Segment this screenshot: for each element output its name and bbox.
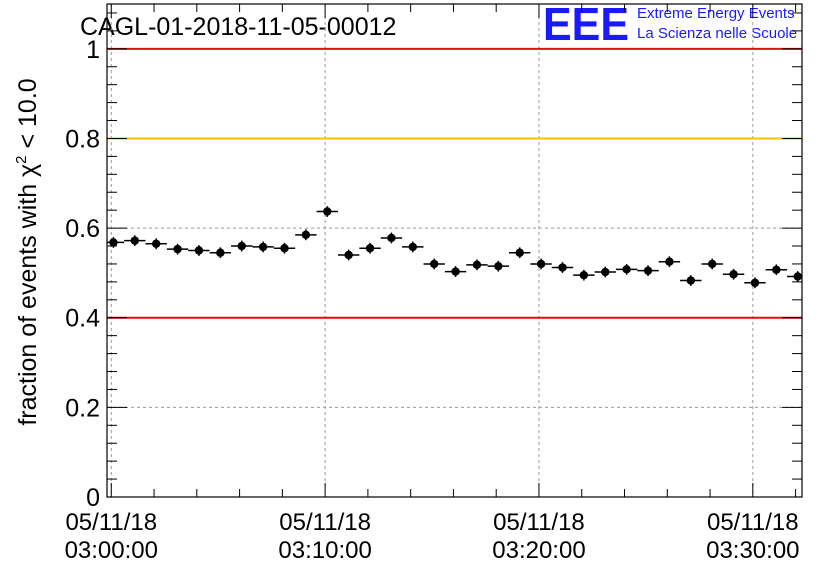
data-point bbox=[509, 247, 531, 259]
data-point bbox=[787, 271, 802, 282]
data-marker bbox=[451, 267, 460, 276]
data-point bbox=[615, 263, 638, 275]
data-marker bbox=[750, 278, 760, 287]
data-marker bbox=[515, 248, 524, 257]
axes: 00.20.40.60.8105/11/1803:00:0005/11/1803… bbox=[65, 3, 803, 564]
data-point bbox=[337, 249, 360, 261]
eee-logo-line2: La Scienza nelle Scuole bbox=[637, 25, 797, 42]
data-marker bbox=[729, 270, 738, 279]
y-axis-label-post: < 10.0 bbox=[14, 78, 42, 155]
data-point bbox=[380, 232, 403, 244]
data-marker bbox=[494, 261, 503, 271]
data-point bbox=[124, 235, 146, 247]
y-axis-label-pre: fraction of events with bbox=[14, 177, 42, 426]
data-point bbox=[295, 229, 317, 241]
data-point bbox=[487, 260, 510, 272]
data-marker bbox=[601, 267, 610, 277]
data-point bbox=[231, 240, 253, 252]
grid-lines bbox=[107, 4, 802, 497]
data-point bbox=[722, 268, 745, 280]
data-point bbox=[107, 237, 125, 248]
data-point bbox=[402, 241, 424, 253]
data-marker bbox=[173, 244, 182, 254]
x-tick-label-date: 05/11/18 bbox=[707, 509, 799, 536]
y-tick-label: 1 bbox=[86, 36, 100, 64]
data-marker bbox=[280, 244, 289, 253]
data-point bbox=[166, 243, 189, 255]
data-marker bbox=[793, 272, 802, 281]
data-point bbox=[359, 242, 381, 254]
data-marker bbox=[344, 250, 353, 260]
data-point bbox=[188, 245, 210, 256]
data-marker bbox=[472, 260, 482, 270]
data-marker bbox=[301, 230, 311, 240]
data-point bbox=[658, 256, 681, 268]
data-marker bbox=[558, 263, 567, 272]
eee-logo-mark: EEE bbox=[543, 0, 629, 50]
y-tick-label: 0.8 bbox=[65, 125, 100, 153]
data-point bbox=[637, 265, 659, 277]
y-tick-label: 0.4 bbox=[65, 305, 100, 333]
y-tick-label: 0.6 bbox=[65, 215, 100, 243]
data-marker bbox=[622, 265, 631, 274]
data-marker bbox=[579, 270, 589, 280]
data-marker bbox=[772, 265, 781, 274]
data-marker bbox=[258, 242, 268, 252]
data-point bbox=[423, 258, 445, 270]
eee-logo-line1: Extreme Energy Events bbox=[637, 5, 795, 22]
data-point bbox=[316, 206, 338, 217]
data-marker bbox=[365, 244, 375, 253]
chart-title: CAGL-01-2018-11-05-00012 bbox=[80, 13, 396, 41]
y-axis-label-chi: χ bbox=[14, 164, 42, 177]
data-marker bbox=[643, 266, 653, 275]
y-tick-label: 0.2 bbox=[65, 394, 100, 422]
data-marker bbox=[536, 259, 546, 269]
x-tick-label-time: 03:20:00 bbox=[492, 537, 585, 564]
data-point bbox=[573, 269, 595, 281]
data-marker bbox=[408, 242, 417, 252]
data-point bbox=[273, 242, 296, 254]
x-tick-label-date: 05/11/18 bbox=[493, 509, 585, 536]
y-axis-label: fraction of events with χ2 < 10.0 bbox=[13, 78, 42, 425]
data-point bbox=[145, 238, 167, 250]
data-point bbox=[252, 241, 274, 253]
data-point bbox=[466, 259, 488, 271]
data-marker bbox=[237, 241, 246, 251]
data-point bbox=[594, 266, 616, 278]
x-tick-label-time: 03:10:00 bbox=[278, 537, 371, 564]
data-point bbox=[444, 266, 467, 277]
data-marker bbox=[151, 239, 161, 248]
data-point bbox=[551, 262, 574, 273]
data-point bbox=[209, 247, 232, 259]
data-point bbox=[744, 277, 766, 289]
data-point bbox=[680, 275, 702, 286]
data-marker bbox=[109, 238, 118, 247]
data-point bbox=[765, 264, 788, 276]
y-axis-label-sup: 2 bbox=[13, 155, 30, 163]
data-points bbox=[107, 206, 802, 289]
x-tick-label-time: 03:00:00 bbox=[65, 537, 158, 564]
x-tick-label-date: 05/11/18 bbox=[279, 509, 371, 536]
data-marker bbox=[216, 248, 225, 257]
data-marker bbox=[665, 257, 674, 266]
data-marker bbox=[130, 236, 139, 245]
y-tick-label: 0 bbox=[86, 484, 100, 512]
x-tick-label-date: 05/11/18 bbox=[65, 509, 157, 536]
data-point bbox=[701, 258, 723, 270]
data-marker bbox=[686, 276, 695, 285]
data-marker bbox=[387, 233, 396, 243]
eee-logo: EEE Extreme Energy Events La Scienza nel… bbox=[543, 0, 797, 50]
data-marker bbox=[707, 259, 717, 269]
x-tick-label-time: 03:30:00 bbox=[706, 537, 799, 564]
data-point bbox=[530, 258, 552, 270]
data-marker bbox=[323, 207, 332, 216]
reference-lines bbox=[107, 47, 802, 319]
data-marker bbox=[194, 246, 204, 255]
data-marker bbox=[429, 259, 439, 269]
plot-frame bbox=[106, 3, 803, 498]
